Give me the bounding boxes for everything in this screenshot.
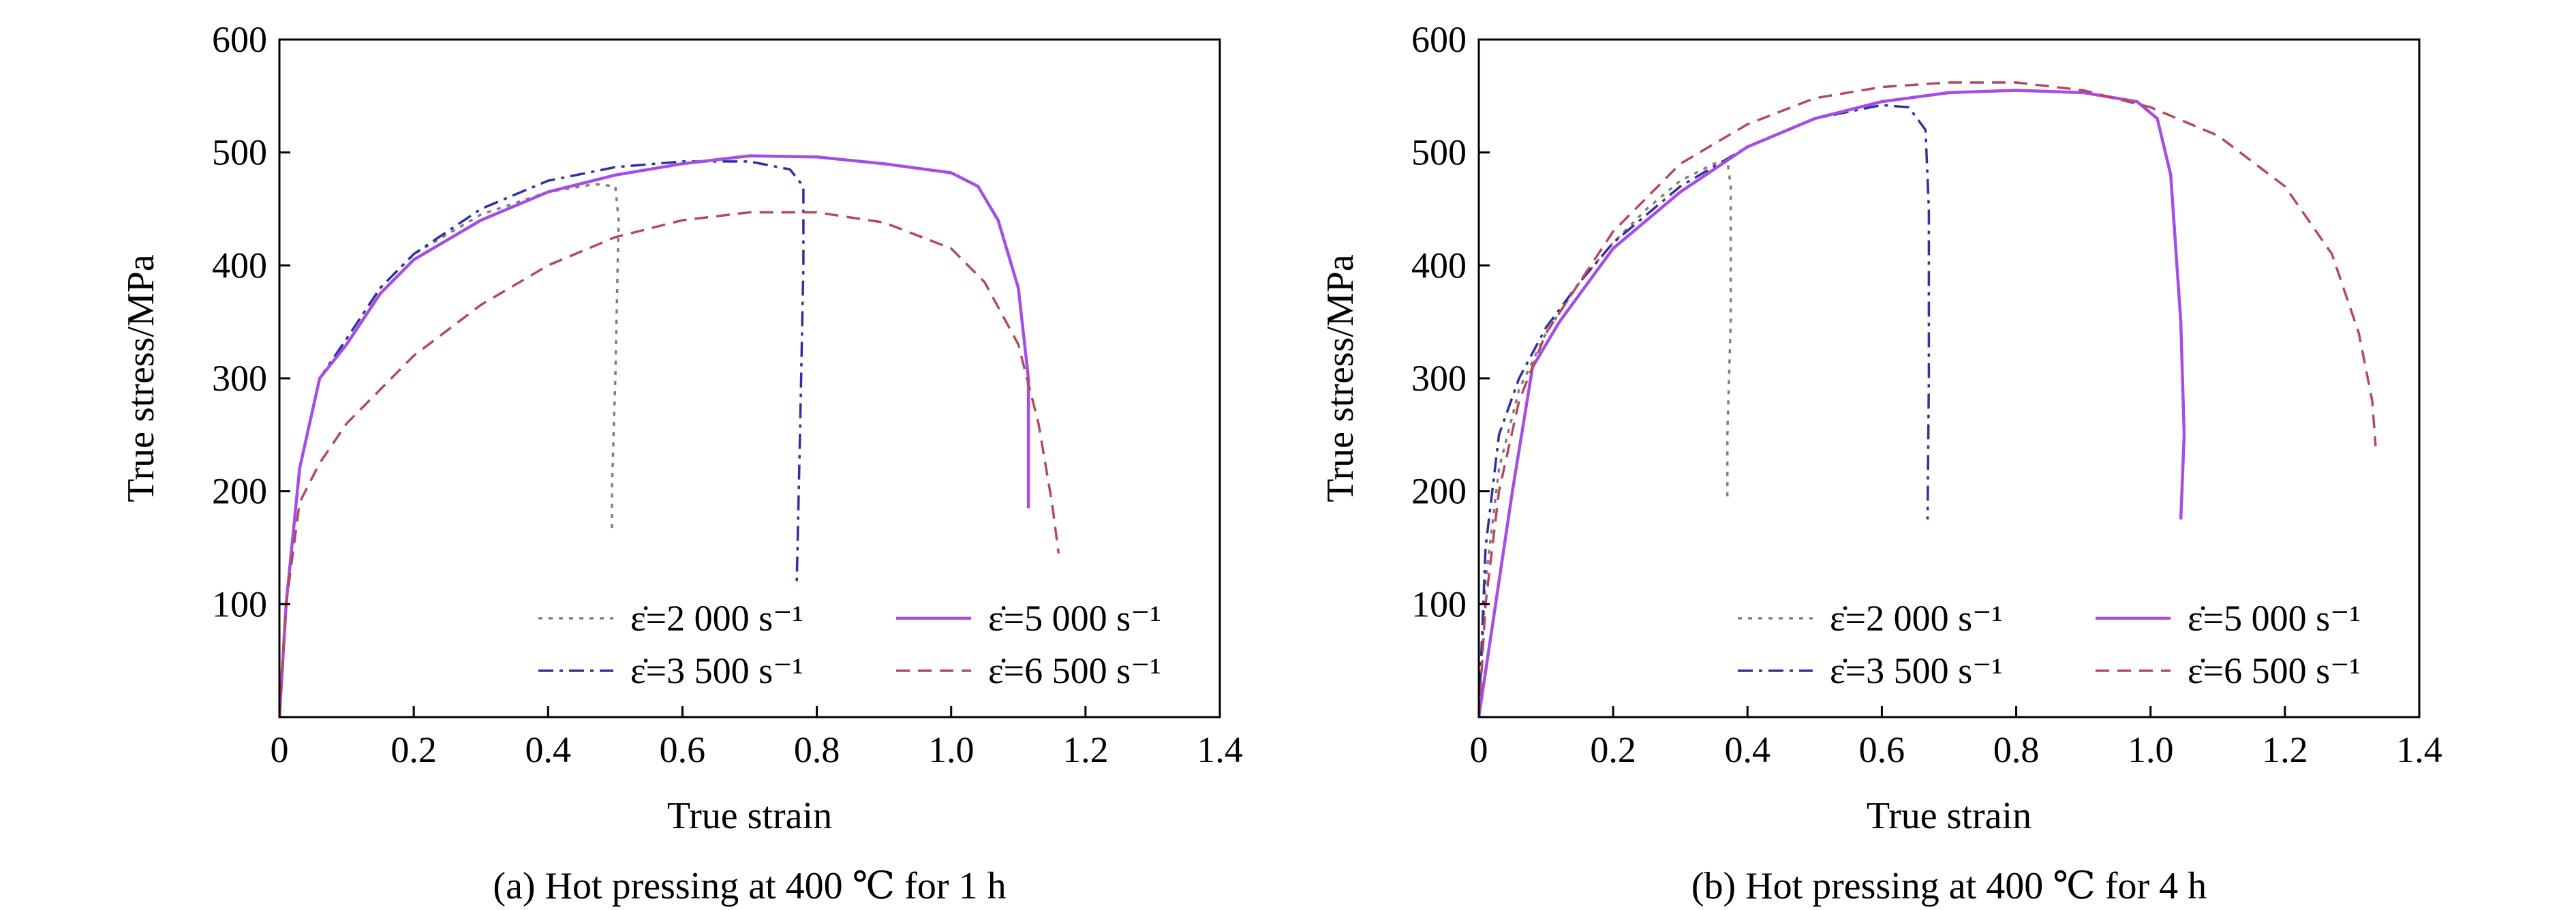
y-tick-label: 600 [212, 19, 267, 60]
legend-item: ε̇=6 500 s⁻¹ [2096, 650, 2361, 691]
legend-item: ε̇=3 500 s⁻¹ [538, 650, 803, 691]
y-tick-label: 600 [1411, 19, 1467, 60]
legend-item: ε̇=2 000 s⁻¹ [1738, 598, 2003, 639]
x-tick-label: 1.2 [2262, 729, 2308, 770]
y-tick-label: 200 [1411, 471, 1467, 512]
x-axis-title: True strain [667, 795, 832, 837]
x-tick-label: 0.8 [794, 729, 840, 770]
series-line-0 [1479, 159, 1732, 717]
x-axis-title: True strain [1867, 795, 2031, 837]
y-axis-title: True stress/MPa [1319, 254, 1362, 502]
x-tick-label: 1.4 [2396, 729, 2442, 770]
x-tick-label: 1.2 [1062, 729, 1109, 770]
x-tick-label: 1.0 [928, 729, 975, 770]
legend-label: ε̇=6 500 s⁻¹ [988, 650, 1161, 691]
x-tick-label: 0.2 [390, 729, 437, 770]
y-tick-label: 400 [1411, 245, 1467, 286]
chart-panel-a: 0 0.2 0.4 0.6 0.8 1.0 1.2 1.4 100 200 300 400 500 600… [120, 19, 1243, 907]
x-tick-label: 0.2 [1590, 729, 1636, 770]
chart-caption: (b) Hot pressing at 400 ℃ for 4 h [1691, 865, 2207, 907]
legend-item: ε̇=2 000 s⁻¹ [538, 598, 803, 639]
legend-label: ε̇=5 000 s⁻¹ [2188, 598, 2361, 639]
x-tick-label: 0.8 [1993, 729, 2040, 770]
legend-label: ε̇=6 500 s⁻¹ [2188, 650, 2361, 691]
legend-label: ε̇=3 500 s⁻¹ [630, 650, 803, 691]
series-line-3 [279, 211, 1060, 717]
y-tick-label: 400 [212, 245, 267, 286]
legend: ε̇=2 000 s⁻¹ ε̇=3 500 s⁻¹ ε̇=5 000 s⁻¹ ε̇=6… [1738, 598, 2361, 691]
y-tick-label: 500 [212, 132, 267, 173]
y-tick-label: 500 [1411, 132, 1467, 173]
legend: ε̇=2 000 s⁻¹ ε̇=3 500 s⁻¹ ε̇=5 000 s⁻¹ ε̇=6… [538, 598, 1161, 691]
legend-label: ε̇=2 000 s⁻¹ [630, 598, 803, 639]
y-tick-label: 300 [212, 358, 267, 399]
legend-label: ε̇=5 000 s⁻¹ [988, 598, 1161, 639]
y-tick-label: 300 [1411, 358, 1467, 399]
chart-caption: (a) Hot pressing at 400 ℃ for 1 h [493, 865, 1006, 907]
y-axis-title: True stress/MPa [120, 254, 162, 502]
x-tick-label: 0 [271, 729, 289, 770]
x-tick-label: 0 [1470, 729, 1488, 770]
x-tick-label: 1.4 [1197, 729, 1243, 770]
series-line-1 [1479, 104, 1931, 717]
legend-item: ε̇=3 500 s⁻¹ [1738, 650, 2003, 691]
series-line-2 [279, 154, 1030, 717]
x-tick-label: 0.4 [525, 729, 572, 770]
y-tick-label: 100 [1411, 583, 1467, 624]
x-tick-label: 0.6 [660, 729, 706, 770]
x-tick-label: 0.4 [1725, 729, 1771, 770]
legend-label: ε̇=3 500 s⁻¹ [1830, 650, 2003, 691]
y-tick-label: 100 [212, 583, 267, 624]
series-line-0 [279, 183, 620, 717]
chart-panel-b: 0 0.2 0.4 0.6 0.8 1.0 1.2 1.4 100 200 300 400 500 600… [1319, 19, 2442, 907]
legend-item: ε̇=6 500 s⁻¹ [896, 650, 1161, 691]
legend-label: ε̇=2 000 s⁻¹ [1830, 598, 2003, 639]
legend-item: ε̇=5 000 s⁻¹ [896, 598, 1161, 639]
y-tick-label: 200 [212, 471, 267, 512]
x-tick-label: 0.6 [1859, 729, 1905, 770]
x-tick-label: 1.0 [2128, 729, 2174, 770]
series-line-3 [1479, 81, 2377, 717]
legend-item: ε̇=5 000 s⁻¹ [2096, 598, 2361, 639]
